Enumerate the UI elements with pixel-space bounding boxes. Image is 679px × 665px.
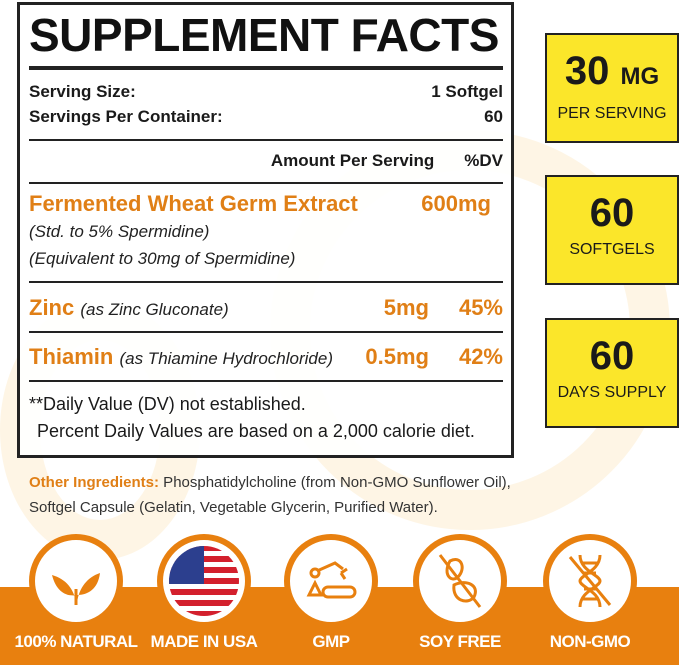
footnote: Percent Daily Values are based on a 2,00… (37, 421, 475, 441)
highlight-label: SOFTGELS (569, 241, 655, 258)
divider (29, 331, 503, 333)
other-ingredients: Other Ingredients: Phosphatidylcholine (… (29, 470, 539, 520)
servings-label: Servings Per Container: (29, 107, 223, 126)
ingredient-name: Fermented Wheat Germ Extract (29, 191, 358, 216)
highlight-label: DAYS SUPPLY (557, 384, 667, 401)
ingredient-name: Zinc (29, 295, 75, 320)
serving-size-value: 1 Softgel (431, 82, 503, 101)
other-ingredients-label: Other Ingredients: (29, 474, 160, 491)
other-ingredients-text: Phosphatidylcholine (from Non-GMO Sunflo… (29, 474, 511, 516)
badge-label: MADE IN USA (150, 632, 258, 651)
dna-crossed-icon (543, 534, 637, 628)
facts-title: SUPPLEMENT FACTS (29, 9, 499, 61)
divider (29, 281, 503, 283)
highlight-value: 60 (589, 191, 635, 235)
amount-header: Amount Per Serving (270, 151, 435, 170)
badge-label: GMP (312, 632, 350, 651)
ingredient-note: (Std. to 5% Spermidine) (29, 222, 210, 241)
supplement-facts-panel (17, 2, 514, 458)
ingredient-note: (Equivalent to 30mg of Spermidine) (29, 249, 296, 268)
badge-label: SOY FREE (419, 632, 501, 651)
ingredient-amount: 5mg (383, 295, 429, 320)
highlight-box: 60 SOFTGELS (545, 175, 679, 285)
divider (29, 182, 503, 184)
highlight-unit: MG (620, 63, 660, 90)
factory-robot-icon (284, 534, 378, 628)
ingredient-amount: 600mg (421, 191, 491, 216)
divider (29, 66, 503, 70)
footnote: **Daily Value (DV) not established. (29, 394, 306, 414)
highlight-value: 60 (589, 334, 635, 378)
highlight-box: 30 MG PER SERVING (545, 33, 679, 143)
dv-header: %DV (464, 151, 503, 170)
ingredient-name: Thiamin (29, 344, 114, 369)
highlight-value: 30 (564, 49, 610, 93)
badge-label: NON-GMO (549, 632, 631, 651)
highlight-label: PER SERVING (557, 105, 667, 122)
highlight-box: 60 DAYS SUPPLY (545, 318, 679, 428)
serving-size-label: Serving Size: (29, 82, 136, 101)
badge-label: 100% NATURAL (14, 632, 138, 651)
ingredient-detail: (as Thiamine Hydrochloride) (119, 349, 333, 368)
soybean-crossed-icon (413, 534, 507, 628)
ingredient-detail: (as Zinc Gluconate) (80, 300, 229, 319)
ingredient-dv: 45% (458, 295, 503, 320)
leaf-icon (29, 534, 123, 628)
ingredient-dv: 42% (458, 344, 503, 369)
ingredient-amount: 0.5mg (365, 344, 429, 369)
usa-flag-icon (157, 534, 251, 628)
servings-value: 60 (484, 107, 503, 126)
divider (29, 139, 503, 141)
divider (29, 380, 503, 382)
